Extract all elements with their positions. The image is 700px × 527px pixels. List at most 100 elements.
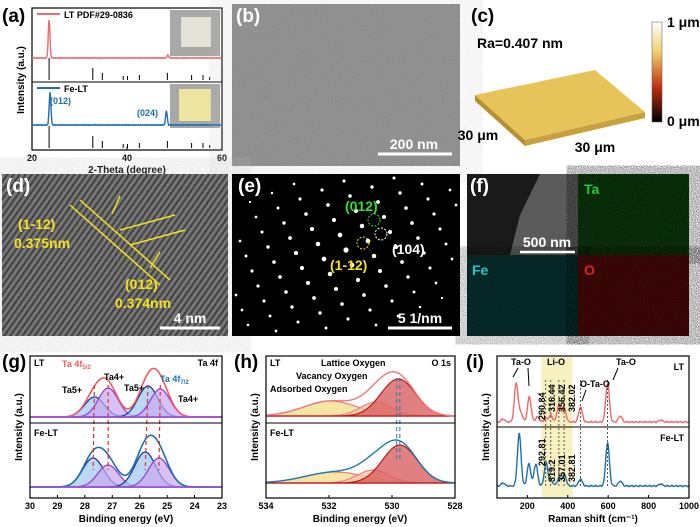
mode-label-ta-o: Ta-O — [511, 357, 531, 367]
raman-curve-0 — [496, 381, 690, 424]
scale-label: 200 nm — [390, 136, 438, 152]
label-vacancy-oxygen: Vacancy Oxygen — [296, 371, 368, 381]
peak-shift-line — [92, 384, 96, 471]
diffraction-spot — [376, 200, 380, 204]
diffraction-spot — [370, 185, 374, 189]
diffraction-spot — [312, 296, 316, 300]
diffraction-spot — [377, 268, 383, 274]
fe-map-signal — [467, 255, 578, 336]
diffraction-spot — [368, 308, 372, 312]
diffraction-spot — [428, 266, 432, 270]
legend-ta4f72-text: Ta 4f — [160, 374, 181, 384]
diffraction-spot — [288, 236, 292, 240]
diffraction-spot — [309, 226, 315, 232]
sem-texture — [232, 4, 460, 166]
diffraction-spot — [398, 191, 402, 195]
spot-label-104: (104) — [392, 241, 425, 257]
panel-c-afm: Ra=0.407 nm 30 μm 30 μm 1 μm 0 μm (c) — [458, 6, 700, 155]
scale-label: 5 1/nm — [398, 310, 442, 326]
diffraction-spot — [434, 281, 438, 285]
arrow-ta-o — [527, 367, 530, 387]
envelope-curve — [266, 439, 456, 484]
raman-curve-1 — [496, 432, 690, 488]
diffraction-spot — [320, 188, 324, 192]
diffraction-spot — [315, 241, 321, 247]
x-size-label: 30 μm — [575, 139, 615, 155]
xrd-curve-1 — [31, 91, 223, 127]
diffraction-spot — [260, 230, 264, 234]
series-label-felt: Fe-LT — [660, 433, 684, 443]
x-axis-label: 2-Theta (degree) — [88, 165, 166, 176]
afm-side-left — [475, 95, 525, 146]
roughness-label: Ra=0.407 nm — [477, 35, 563, 51]
spot-label-1-12: (1-12) — [330, 257, 367, 273]
scale-label: 500 nm — [523, 234, 571, 250]
diffraction-spot — [298, 197, 302, 201]
plot-frame — [265, 355, 456, 499]
x-tick-label: 60 — [217, 153, 227, 163]
diffraction-spot — [374, 323, 378, 327]
panel-label: (c) — [471, 6, 494, 27]
mode-label-li-o: Li-O — [547, 357, 565, 367]
diffraction-spot — [387, 229, 393, 235]
diffraction-spot — [440, 296, 444, 300]
component-label-ta5: Ta5+ — [62, 385, 82, 395]
diffraction-spot — [274, 329, 278, 333]
xrd-curve-0 — [31, 20, 223, 60]
x-tick-label: 528 — [447, 501, 462, 511]
diffraction-spot — [278, 275, 282, 279]
d-spacing-1: 0.375nm — [14, 235, 70, 251]
component-label-ta5b: Ta5+ — [124, 383, 144, 393]
peak-label-lt: 316.44 — [547, 384, 557, 412]
diffraction-spot — [321, 256, 327, 262]
diffraction-spot — [262, 299, 266, 303]
diffraction-spot — [448, 188, 452, 192]
diffraction-spot — [343, 247, 349, 253]
x-tick-label: 24 — [190, 501, 200, 511]
diffraction-spot — [256, 284, 260, 288]
diffraction-spot — [331, 217, 337, 223]
y-axis-label: Intensity (a.u.) — [16, 46, 27, 114]
ta-label: Ta — [584, 181, 600, 197]
x-tick-label: 26 — [135, 501, 145, 511]
panel-a-xrd: 20 40 60 LT PDF#29-0836 Fe-LT (012) (024) … — [2, 6, 227, 176]
panel-g-xps-ta4f: LT Fe-LT Ta 4f Ta 4f5/2 Ta 4f7/2 Ta5+ Ta… — [2, 352, 227, 525]
series-label-lt: LT — [270, 358, 281, 368]
y-axis-label: Intensity (a.u.) — [250, 393, 261, 461]
fe-label: Fe — [472, 262, 489, 278]
component-label-ta4b: Ta4+ — [178, 394, 198, 404]
x-tick-label: 27 — [107, 501, 117, 511]
diffraction-spot — [240, 308, 244, 312]
plot-frame — [29, 355, 223, 499]
diffraction-spot — [406, 275, 410, 279]
diffraction-spot — [340, 302, 344, 306]
diffraction-spot — [349, 262, 355, 268]
diffraction-spot — [416, 236, 420, 240]
panel-h-xps-o1s: LT Fe-LT O 1s Lattice Oxygen Vacancy Oxy… — [234, 352, 463, 525]
arrow-ta-o — [512, 367, 519, 378]
o-label: O — [584, 262, 595, 278]
diffraction-spot — [326, 203, 330, 207]
diffraction-spot — [362, 293, 366, 297]
diffraction-spot — [234, 293, 238, 297]
diffraction-spot — [348, 194, 352, 198]
diffraction-spot — [292, 182, 296, 186]
diffraction-spot — [381, 214, 387, 220]
x-tick-label: 200 — [520, 501, 535, 511]
diffraction-spot — [282, 221, 286, 225]
component-peak — [30, 451, 222, 488]
x-tick-label: 28 — [80, 501, 90, 511]
diffraction-spot — [270, 191, 274, 195]
felt-sample-wafer — [179, 89, 211, 121]
panel-label: (b) — [236, 6, 260, 27]
panel-label: (a) — [2, 6, 25, 27]
diffraction-spot — [450, 257, 454, 261]
diffraction-spot — [422, 251, 426, 255]
saed-image — [232, 174, 460, 336]
diffraction-spot — [355, 277, 361, 283]
diffraction-spot — [324, 326, 328, 330]
diffraction-spot — [371, 253, 377, 259]
spot-marker-104 — [374, 227, 388, 241]
diffraction-spot — [238, 239, 242, 243]
plane-label-2: (012) — [125, 276, 158, 292]
